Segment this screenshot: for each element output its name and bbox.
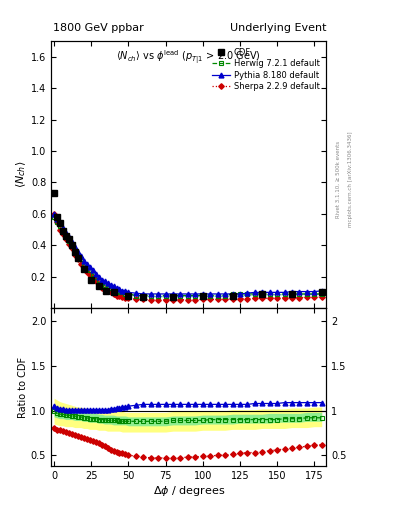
Y-axis label: Ratio to CDF: Ratio to CDF [18, 356, 28, 418]
Text: Rivet 3.1.10, ≥ 500k events: Rivet 3.1.10, ≥ 500k events [336, 141, 341, 218]
Text: $\langle N_{ch}\rangle$ vs $\phi^{\rm lead}$ ($p_{T|1}$ > 2.0 GeV): $\langle N_{ch}\rangle$ vs $\phi^{\rm le… [116, 49, 261, 67]
Y-axis label: $\langle N_{ch}\rangle$: $\langle N_{ch}\rangle$ [15, 161, 28, 188]
Legend: CDF, Herwig 7.2.1 default, Pythia 8.180 default, Sherpa 2.2.9 default: CDF, Herwig 7.2.1 default, Pythia 8.180 … [209, 45, 322, 94]
Text: mcplots.cern.ch [arXiv:1306.3436]: mcplots.cern.ch [arXiv:1306.3436] [348, 132, 353, 227]
Text: Underlying Event: Underlying Event [230, 23, 326, 33]
Text: 1800 GeV ppbar: 1800 GeV ppbar [53, 23, 144, 33]
X-axis label: $\Delta\phi$ / degrees: $\Delta\phi$ / degrees [152, 483, 225, 498]
